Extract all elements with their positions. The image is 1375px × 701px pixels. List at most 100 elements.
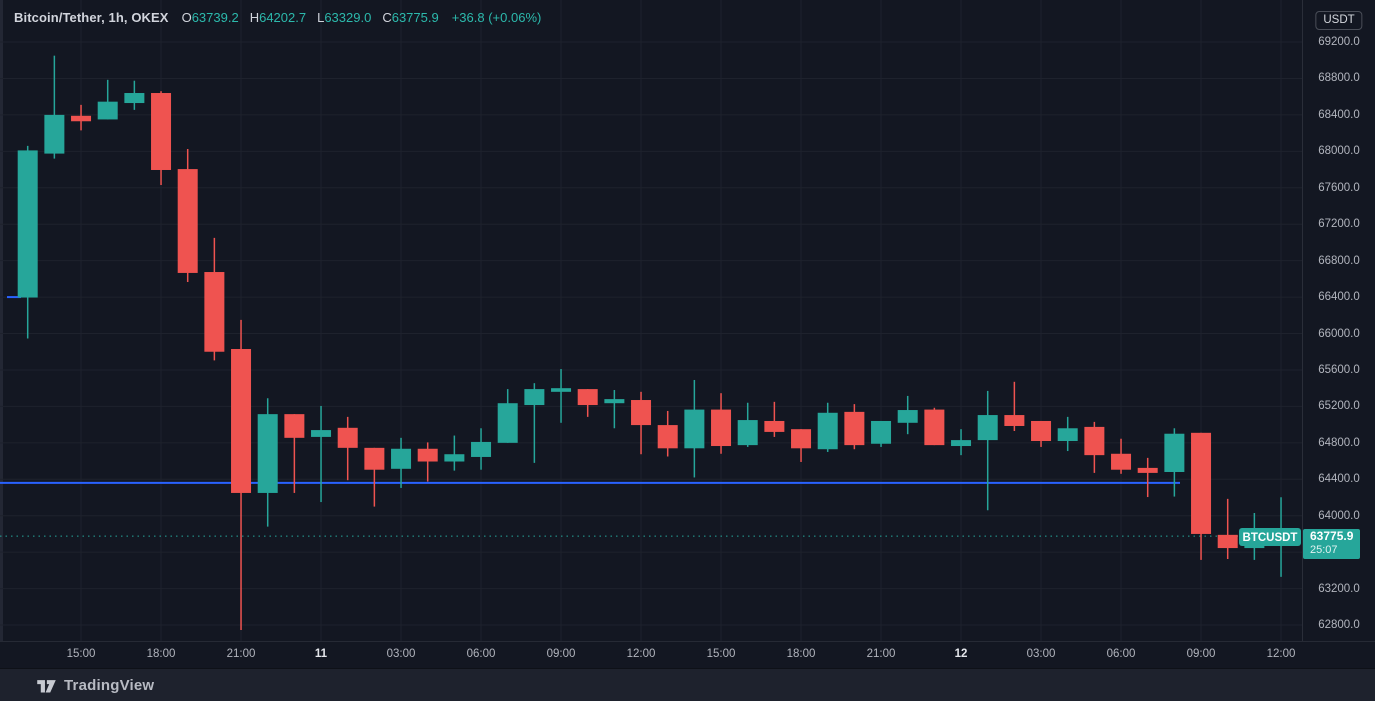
time-tick-label: 21:00	[226, 648, 256, 660]
candle-body	[44, 114, 65, 154]
candle-body	[1164, 433, 1185, 472]
symbol-title[interactable]: Bitcoin/Tether, 1h, OKEX	[14, 10, 169, 25]
time-tick-label: 21:00	[866, 648, 896, 660]
tradingview-brand-link[interactable]: TradingView	[37, 677, 154, 694]
ohlc-item-l: L63329.0	[317, 10, 372, 25]
time-tick-label: 09:00	[1186, 648, 1216, 660]
candle-body	[1004, 415, 1025, 426]
candle-body	[897, 410, 918, 423]
candle-body	[577, 389, 598, 406]
time-tick-day-label: 11	[314, 648, 328, 660]
time-tick-label: 06:00	[466, 648, 496, 660]
time-tick-label: 15:00	[706, 648, 736, 660]
price-tick-label: 64400.0	[1318, 473, 1360, 486]
price-tick-label: 67200.0	[1318, 218, 1360, 231]
time-tick-label: 03:00	[1026, 648, 1056, 660]
bar-countdown: 25:07	[1310, 544, 1338, 556]
candle-body	[124, 93, 145, 104]
candle-body	[711, 409, 732, 447]
candle-body	[471, 441, 492, 457]
candle-body	[871, 420, 892, 444]
time-tick-label: 09:00	[546, 648, 576, 660]
tradingview-brand-text: TradingView	[64, 676, 155, 694]
chart-legend: Bitcoin/Tether, 1h, OKEX O63739.2 H64202.…	[14, 10, 541, 25]
price-axis-border	[1302, 0, 1303, 668]
price-tick-label: 66400.0	[1318, 291, 1360, 304]
candle-body	[497, 403, 518, 443]
price-tick-label: 66000.0	[1318, 327, 1360, 340]
candle-body	[924, 409, 945, 446]
price-tick-label: 67600.0	[1318, 181, 1360, 194]
candle-body	[1191, 432, 1212, 534]
symbol-flag	[1239, 528, 1301, 546]
bottom-toolbar: TradingView	[0, 668, 1375, 701]
price-axis[interactable]: USDT 69200.0 68800.0 68400.0 68000.0 67600.0…	[1303, 0, 1375, 641]
candle-body	[337, 427, 358, 448]
candle-body	[391, 448, 412, 469]
candle-body	[311, 430, 332, 437]
candle-body	[151, 93, 172, 170]
time-tick-label: 18:00	[146, 648, 176, 660]
candle-body	[844, 411, 865, 446]
candle-body	[951, 440, 972, 447]
price-tick-label: 68800.0	[1318, 72, 1360, 85]
candle-body	[737, 420, 758, 446]
time-tick-label: 18:00	[786, 648, 816, 660]
candle-body	[71, 115, 92, 122]
candle-body	[817, 412, 838, 450]
time-tick-label: 03:00	[386, 648, 416, 660]
candle-body	[177, 169, 198, 273]
price-tick-label: 68000.0	[1318, 145, 1360, 158]
candle-body	[417, 448, 438, 462]
candle-body	[231, 349, 252, 493]
price-tick-label: 63200.0	[1318, 582, 1360, 595]
change-value: +36.8 (+0.06%)	[451, 10, 542, 25]
candle-body	[551, 388, 572, 392]
candle-body	[764, 420, 785, 432]
candle-body	[17, 150, 38, 298]
chart-canvas[interactable]: BTCUSDT	[0, 0, 1302, 641]
candle-body	[604, 399, 625, 404]
candle-body	[1137, 467, 1158, 473]
candle-body	[444, 454, 465, 462]
candle-body	[364, 447, 385, 470]
ohlc-item-h: H64202.7	[249, 10, 307, 25]
candle-body	[684, 409, 705, 449]
candle-body	[1084, 426, 1105, 456]
left-edge-strip	[0, 0, 3, 701]
time-tick-label: 12:00	[1266, 648, 1296, 660]
currency-toggle-button[interactable]: USDT	[1315, 11, 1363, 30]
candle-body	[657, 425, 678, 449]
candle-body	[524, 389, 545, 406]
current-price-value: 63775.9	[1310, 529, 1354, 543]
time-axis[interactable]: 15:00 18:00 21:00 11 03:00 06:00 09:00 12:00 15:…	[0, 641, 1375, 668]
price-tick-label: 66800.0	[1318, 254, 1360, 267]
candle-body	[1111, 453, 1132, 470]
price-tick-label: 68400.0	[1318, 108, 1360, 121]
time-tick-label: 06:00	[1106, 648, 1136, 660]
tradingview-logo-icon	[37, 679, 56, 692]
candle-body	[97, 101, 118, 120]
price-tick-label: 64800.0	[1318, 436, 1360, 449]
time-tick-day-label: 12	[954, 648, 968, 660]
candle-body	[1031, 420, 1052, 442]
ohlc-item-o: O63739.2	[181, 10, 239, 25]
candle-body	[791, 429, 812, 449]
price-tick-label: 64000.0	[1318, 509, 1360, 522]
time-tick-label: 12:00	[626, 648, 656, 660]
price-tick-label: 65200.0	[1318, 400, 1360, 413]
candle-body	[1217, 534, 1238, 549]
candle-body	[204, 272, 225, 352]
current-price-label: 63775.9 25:07	[1303, 529, 1360, 559]
price-tick-label: 69200.0	[1318, 36, 1360, 48]
candle-body	[631, 400, 652, 426]
symbol-flag-label: BTCUSDT	[1243, 532, 1298, 544]
candle-body	[1057, 428, 1078, 442]
time-tick-label: 15:00	[66, 648, 96, 660]
price-tick-label: 62800.0	[1318, 619, 1360, 632]
ohlc-values: O63739.2 H64202.7 L63329.0 C63775.9	[182, 10, 439, 25]
ohlc-item-c: C63775.9	[382, 10, 439, 25]
candle-body	[257, 414, 278, 493]
candle-body	[977, 415, 998, 441]
